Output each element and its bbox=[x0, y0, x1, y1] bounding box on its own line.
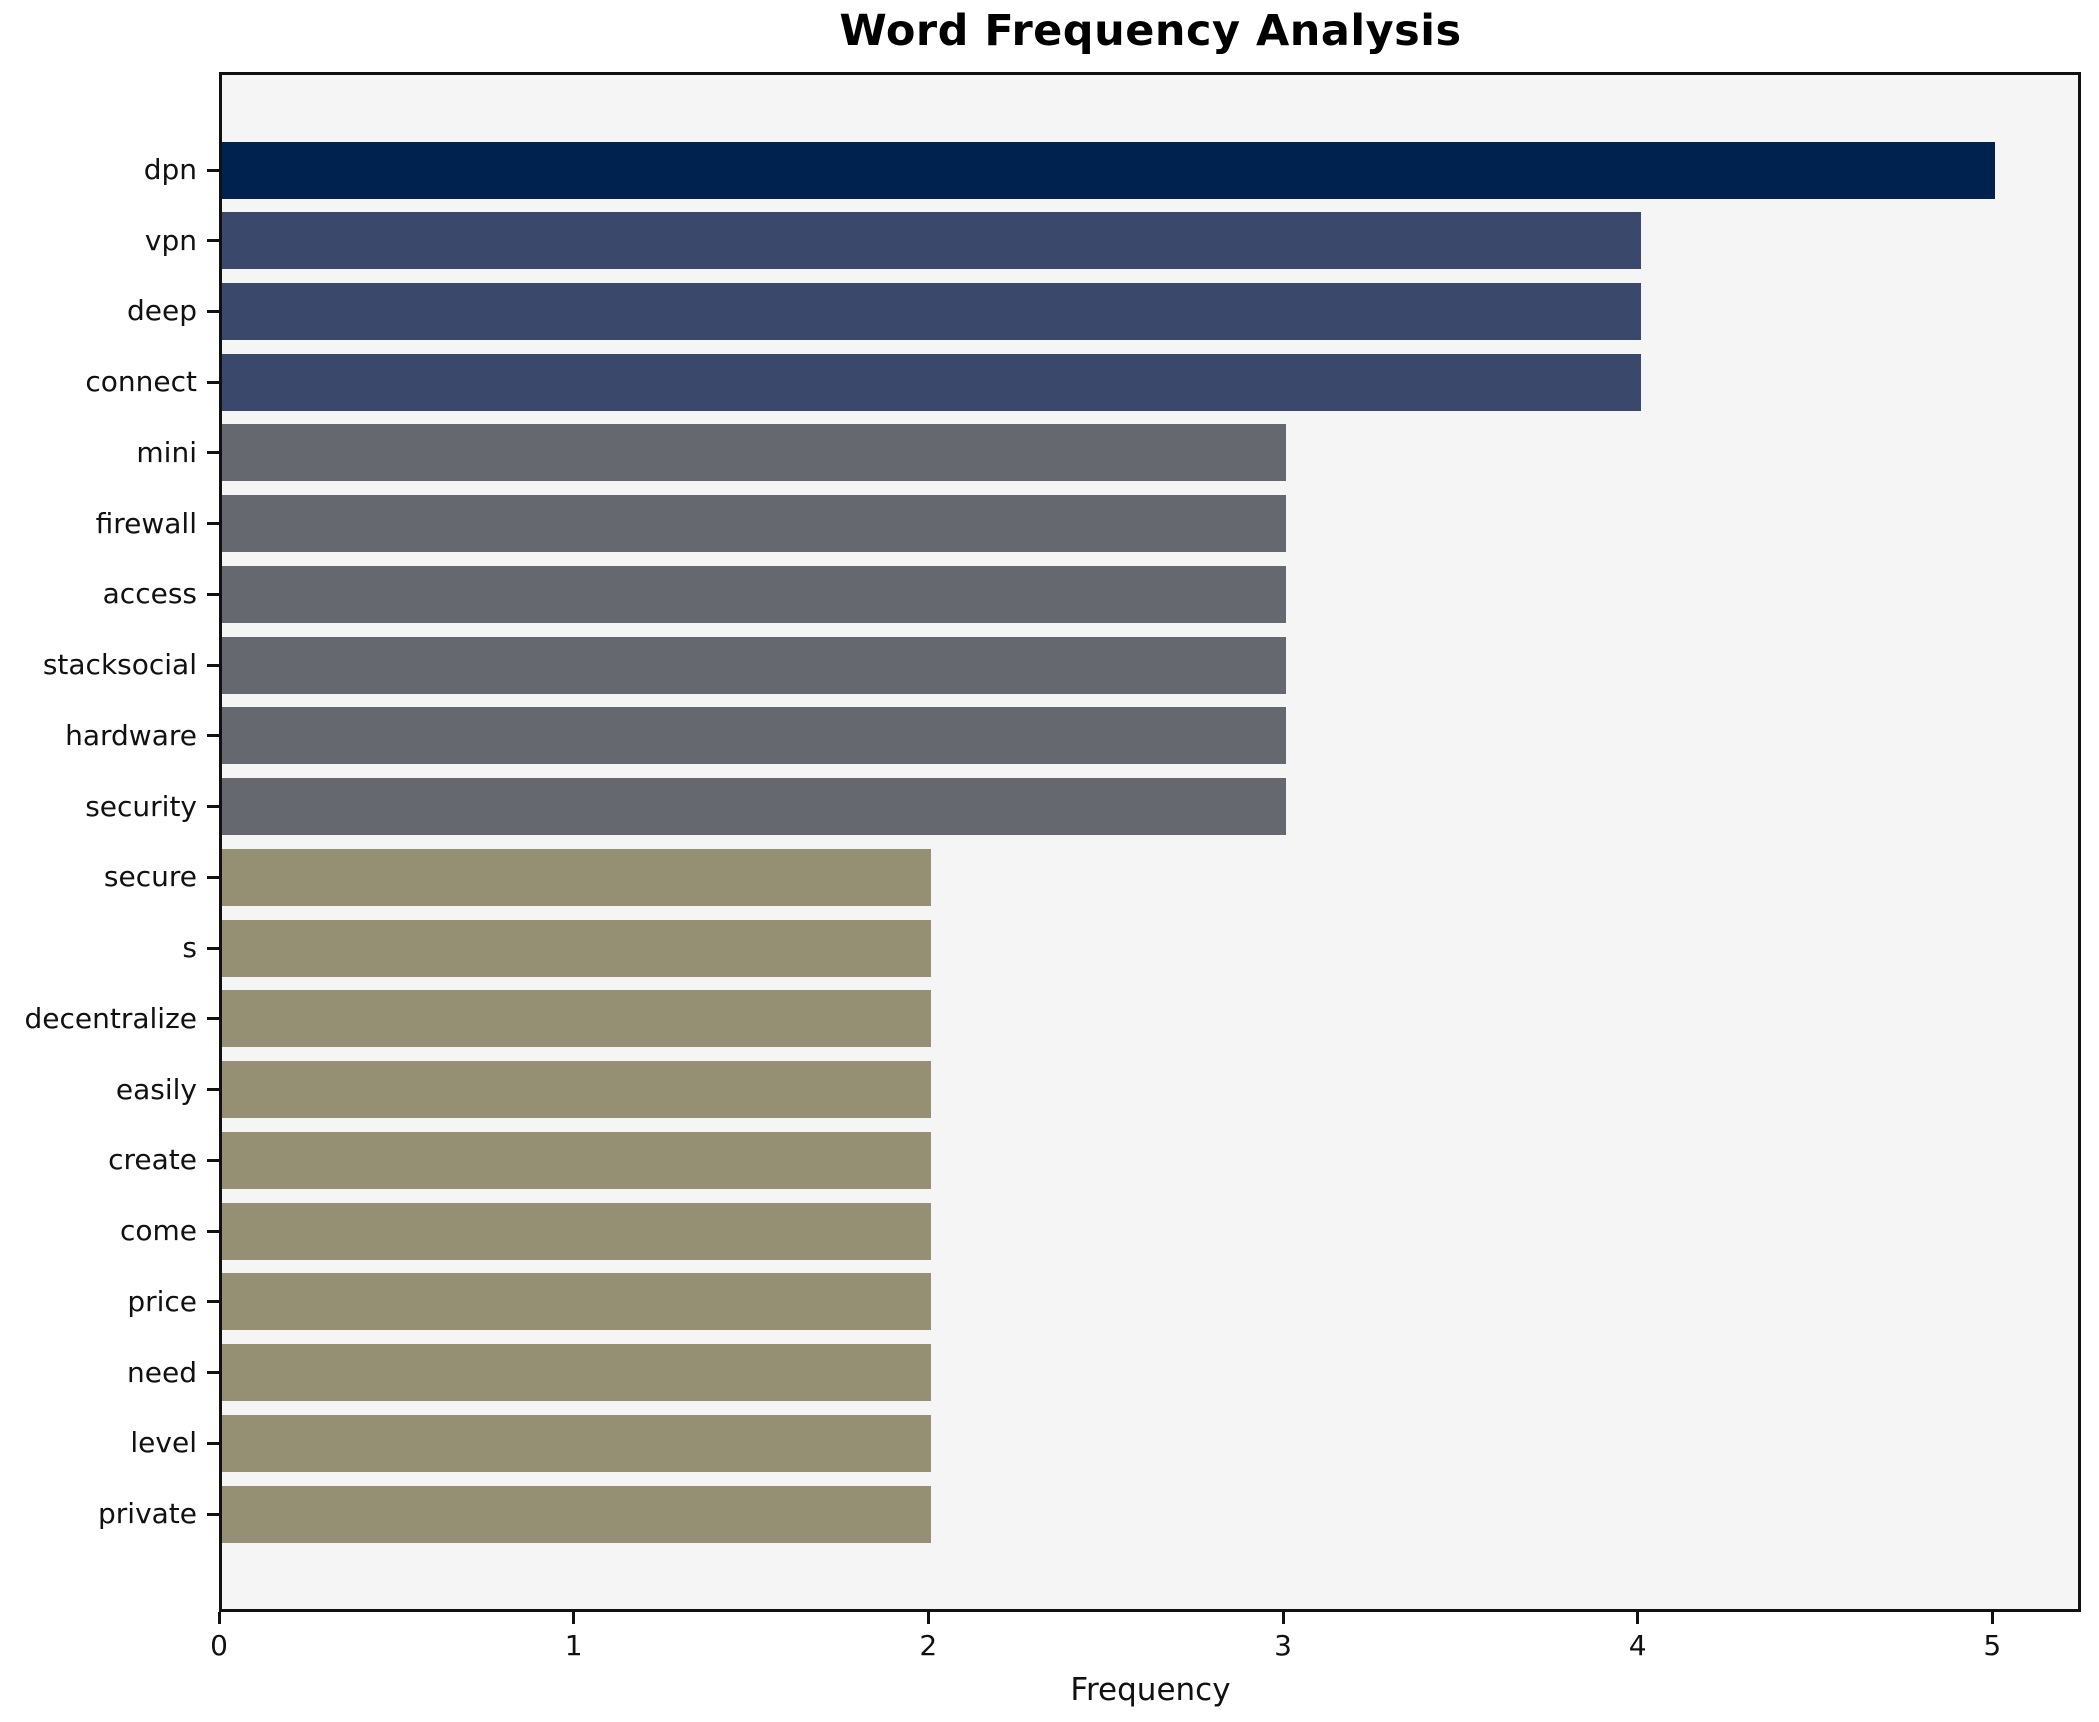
y-tick-label-dpn: dpn bbox=[143, 153, 197, 186]
x-tick-label-2: 2 bbox=[919, 1629, 938, 1662]
y-tick-label-stacksocial: stacksocial bbox=[42, 648, 197, 682]
bar-mini bbox=[222, 424, 1286, 482]
y-tick-label-level: level bbox=[130, 1426, 197, 1460]
y-tick-mark bbox=[207, 946, 219, 950]
bar-decentralize bbox=[222, 990, 932, 1048]
bar-come bbox=[222, 1202, 932, 1260]
y-tick-mark bbox=[207, 1229, 219, 1233]
x-tick-mark bbox=[572, 1612, 576, 1624]
y-tick-label-security: security bbox=[85, 789, 197, 823]
y-tick-mark bbox=[207, 1371, 219, 1375]
y-tick-mark bbox=[207, 1017, 219, 1021]
y-tick-label-s: s bbox=[182, 931, 197, 965]
chart-title: Word Frequency Analysis bbox=[839, 6, 1462, 56]
y-tick-mark bbox=[207, 239, 219, 243]
bar-stacksocial bbox=[222, 636, 1286, 694]
y-tick-label-price: price bbox=[127, 1284, 197, 1318]
y-tick-mark bbox=[207, 309, 219, 313]
y-tick-label-connect: connect bbox=[85, 365, 197, 399]
bar-s bbox=[222, 919, 932, 977]
y-tick-label-private: private bbox=[98, 1497, 197, 1530]
bar-easily bbox=[222, 1061, 932, 1119]
bar-create bbox=[222, 1131, 932, 1189]
bar-hardware bbox=[222, 707, 1286, 765]
bar-connect bbox=[222, 353, 1641, 411]
y-tick-label-mini: mini bbox=[136, 435, 197, 469]
bar-deep bbox=[222, 282, 1641, 340]
bar-security bbox=[222, 778, 1286, 836]
plot-area bbox=[219, 72, 2081, 1612]
x-tick-label-5: 5 bbox=[1983, 1629, 2002, 1662]
bar-private bbox=[222, 1485, 932, 1543]
bar-firewall bbox=[222, 495, 1286, 553]
y-tick-mark bbox=[207, 168, 219, 172]
bar-secure bbox=[222, 848, 932, 906]
x-tick-label-3: 3 bbox=[1274, 1629, 1292, 1662]
y-tick-label-deep: deep bbox=[127, 294, 197, 328]
y-tick-label-vpn: vpn bbox=[144, 223, 197, 257]
bar-dpn bbox=[222, 141, 1996, 199]
x-tick-mark bbox=[217, 1612, 221, 1624]
bar-vpn bbox=[222, 212, 1641, 270]
y-tick-label-need: need bbox=[127, 1355, 197, 1389]
y-tick-label-secure: secure bbox=[103, 860, 197, 894]
x-tick-mark bbox=[1281, 1612, 1285, 1624]
y-tick-mark bbox=[207, 451, 219, 455]
y-tick-mark bbox=[207, 805, 219, 809]
y-tick-label-firewall: firewall bbox=[95, 506, 197, 540]
y-tick-mark bbox=[207, 734, 219, 738]
x-tick-mark bbox=[926, 1612, 930, 1624]
x-tick-label-0: 0 bbox=[210, 1629, 228, 1662]
bar-need bbox=[222, 1344, 932, 1402]
x-tick-label-4: 4 bbox=[1628, 1629, 1647, 1662]
y-tick-mark bbox=[207, 1158, 219, 1162]
y-tick-mark bbox=[207, 1300, 219, 1304]
y-tick-label-come: come bbox=[119, 1214, 197, 1248]
y-tick-label-decentralize: decentralize bbox=[24, 1001, 198, 1035]
x-tick-label-1: 1 bbox=[564, 1629, 583, 1662]
y-tick-mark bbox=[207, 592, 219, 596]
x-tick-mark bbox=[1636, 1612, 1640, 1624]
y-tick-mark bbox=[207, 875, 219, 879]
y-tick-mark bbox=[207, 1088, 219, 1092]
y-tick-mark bbox=[207, 380, 219, 384]
x-tick-mark bbox=[1990, 1612, 1994, 1624]
y-tick-label-easily: easily bbox=[115, 1072, 197, 1106]
bar-level bbox=[222, 1414, 932, 1472]
y-tick-label-access: access bbox=[102, 577, 197, 611]
bar-price bbox=[222, 1273, 932, 1331]
y-tick-mark bbox=[207, 522, 219, 526]
y-tick-mark bbox=[207, 663, 219, 667]
y-tick-label-hardware: hardware bbox=[65, 718, 197, 752]
x-axis-label: Frequency bbox=[1070, 1672, 1231, 1708]
y-tick-mark bbox=[207, 1441, 219, 1445]
y-tick-label-create: create bbox=[108, 1143, 197, 1177]
bar-access bbox=[222, 565, 1286, 623]
y-tick-mark bbox=[207, 1512, 219, 1516]
